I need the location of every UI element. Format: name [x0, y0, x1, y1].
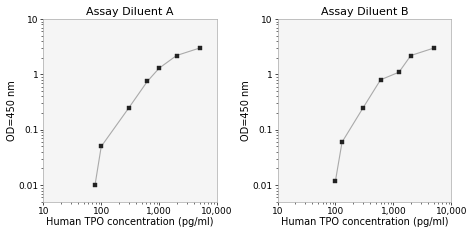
Y-axis label: OD=450 nm: OD=450 nm [241, 80, 251, 141]
Title: Assay Diluent B: Assay Diluent B [321, 7, 408, 17]
X-axis label: Human TPO concentration (pg/ml): Human TPO concentration (pg/ml) [281, 217, 448, 227]
Y-axis label: OD=450 nm: OD=450 nm [7, 80, 17, 141]
X-axis label: Human TPO concentration (pg/ml): Human TPO concentration (pg/ml) [46, 217, 214, 227]
Title: Assay Diluent A: Assay Diluent A [86, 7, 174, 17]
